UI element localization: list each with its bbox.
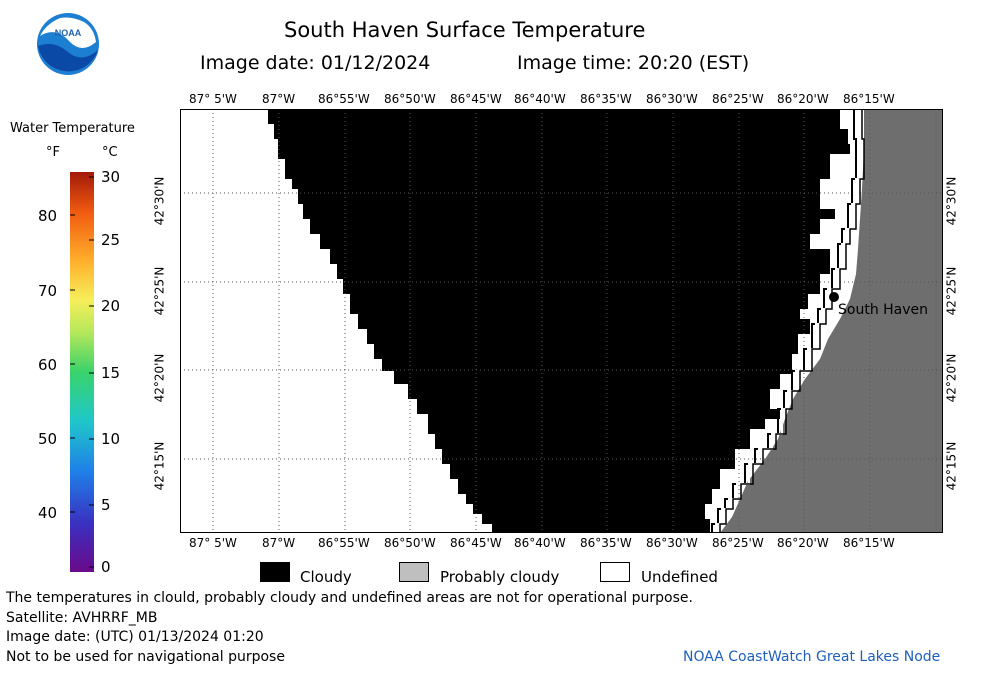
probably-cloudy-swatch bbox=[399, 562, 429, 582]
lat-label-left: 42°25'N bbox=[152, 266, 167, 316]
lon-label-bottom: 86°40'W bbox=[514, 536, 566, 550]
footer-satellite: Satellite: AVHRRF_MB bbox=[6, 610, 158, 626]
c-tick-30: 30 bbox=[101, 168, 121, 186]
lat-label-right: 42°25'N bbox=[944, 266, 959, 316]
city-marker-icon bbox=[829, 292, 839, 302]
unit-f-label: °F bbox=[46, 145, 60, 160]
lat-label-left: 42°15'N bbox=[152, 441, 167, 491]
lon-label-bottom: 86°45'W bbox=[450, 536, 502, 550]
c-tick-10: 10 bbox=[101, 430, 121, 448]
footer-nav-warning: Not to be used for navigational purpose bbox=[6, 649, 285, 665]
undefined-swatch bbox=[600, 562, 630, 582]
credit-link[interactable]: NOAA CoastWatch Great Lakes Node bbox=[683, 649, 941, 665]
cloudy-swatch bbox=[260, 562, 290, 582]
noaa-logo-icon: NOAA bbox=[37, 13, 99, 75]
page-title: South Haven Surface Temperature bbox=[284, 18, 646, 42]
lat-label-left: 42°30'N bbox=[152, 176, 167, 226]
shoreline bbox=[711, 109, 857, 533]
footer-utc-date: Image date: (UTC) 01/13/2024 01:20 bbox=[6, 629, 264, 645]
f-tick-60: 60 bbox=[38, 356, 58, 374]
cloud-area bbox=[268, 109, 850, 533]
lon-label-bottom: 86°55'W bbox=[318, 536, 370, 550]
c-tick-0: 0 bbox=[101, 558, 111, 576]
lat-label-left: 42°20'N bbox=[152, 353, 167, 403]
lon-label-bottom: 86°35'W bbox=[580, 536, 632, 550]
probably-cloudy-label: Probably cloudy bbox=[440, 568, 560, 586]
f-tick-40: 40 bbox=[38, 504, 58, 522]
lon-label-top: 86°30'W bbox=[646, 92, 698, 106]
logo-text: NOAA bbox=[55, 28, 82, 38]
lon-label-top: 86°50'W bbox=[384, 92, 436, 106]
c-tick-5: 5 bbox=[101, 496, 111, 514]
lon-label-top: 86°15'W bbox=[843, 92, 895, 106]
lon-label-top: 86°35'W bbox=[580, 92, 632, 106]
temperature-colorbar bbox=[70, 172, 94, 572]
image-time: Image time: 20:20 (EST) bbox=[517, 52, 750, 74]
colorbar-title: Water Temperature bbox=[10, 121, 135, 136]
lon-label-bottom: 86°30'W bbox=[646, 536, 698, 550]
undefined-label: Undefined bbox=[641, 568, 718, 586]
image-date: Image date: 01/12/2024 bbox=[200, 52, 431, 74]
lon-label-top: 86°45'W bbox=[450, 92, 502, 106]
f-tick-70: 70 bbox=[38, 282, 58, 300]
cloudy-label: Cloudy bbox=[300, 568, 352, 586]
lon-label-top: 86°25'W bbox=[712, 92, 764, 106]
c-tick-15: 15 bbox=[101, 364, 121, 382]
c-tick-25: 25 bbox=[101, 231, 121, 249]
unit-c-label: °C bbox=[102, 145, 118, 160]
lon-label-bottom: 86°15'W bbox=[843, 536, 895, 550]
lon-label-top: 87°W bbox=[262, 92, 296, 106]
lon-label-bottom: 87°W bbox=[262, 536, 296, 550]
lon-label-top: 86°55'W bbox=[318, 92, 370, 106]
lon-label-bottom: 87° 5'W bbox=[189, 536, 237, 550]
lon-label-top: 87° 5'W bbox=[189, 92, 237, 106]
f-tick-80: 80 bbox=[38, 207, 58, 225]
city-label: South Haven bbox=[838, 302, 929, 318]
lon-label-top: 86°40'W bbox=[514, 92, 566, 106]
lon-label-bottom: 86°50'W bbox=[384, 536, 436, 550]
f-tick-50: 50 bbox=[38, 430, 58, 448]
lon-label-bottom: 86°20'W bbox=[777, 536, 829, 550]
c-tick-20: 20 bbox=[101, 297, 121, 315]
footer-disclaimer: The temperatures in clould, probably clo… bbox=[6, 590, 693, 606]
lat-label-right: 42°30'N bbox=[944, 176, 959, 226]
lat-label-right: 42°15'N bbox=[944, 441, 959, 491]
temperature-map bbox=[180, 109, 943, 533]
lon-label-top: 86°20'W bbox=[777, 92, 829, 106]
lon-label-bottom: 86°25'W bbox=[712, 536, 764, 550]
lat-label-right: 42°20'N bbox=[944, 353, 959, 403]
land-area bbox=[720, 109, 943, 533]
